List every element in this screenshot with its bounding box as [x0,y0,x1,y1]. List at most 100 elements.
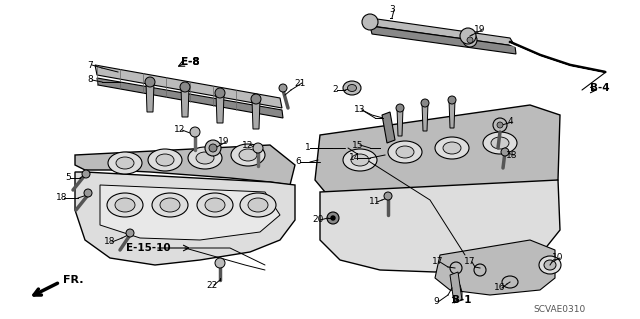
Ellipse shape [351,154,369,166]
Text: 4: 4 [507,117,513,127]
Circle shape [145,77,155,87]
Polygon shape [181,87,189,117]
Polygon shape [146,82,154,112]
Circle shape [253,143,263,153]
Circle shape [474,264,486,276]
Text: 18: 18 [506,151,518,160]
Ellipse shape [348,85,356,92]
Polygon shape [252,99,260,129]
Circle shape [450,262,462,274]
Polygon shape [370,18,515,46]
Text: 1: 1 [305,144,311,152]
Text: 9: 9 [433,298,439,307]
Circle shape [215,258,225,268]
Text: B-1: B-1 [452,295,472,305]
Circle shape [251,94,261,104]
Polygon shape [95,65,282,108]
Circle shape [209,144,217,152]
Circle shape [205,140,221,156]
Text: 13: 13 [355,106,365,115]
Circle shape [493,118,507,132]
Text: 19: 19 [218,137,230,146]
Text: E-8: E-8 [180,57,199,67]
Text: 8: 8 [87,76,93,85]
Text: 21: 21 [294,78,306,87]
Circle shape [190,127,200,137]
Text: 17: 17 [464,257,476,266]
Text: 3: 3 [389,5,395,14]
Polygon shape [435,240,555,295]
Circle shape [460,28,476,44]
Ellipse shape [239,149,257,161]
Circle shape [82,170,90,178]
Text: 15: 15 [352,140,364,150]
Ellipse shape [343,149,377,171]
Ellipse shape [108,152,142,174]
Circle shape [362,14,378,30]
Text: 20: 20 [312,216,324,225]
Ellipse shape [152,193,188,217]
Text: 12: 12 [174,125,186,135]
Polygon shape [315,105,560,200]
Polygon shape [397,108,403,136]
Text: B-4: B-4 [590,83,610,93]
Circle shape [331,216,335,220]
Circle shape [180,82,190,92]
Ellipse shape [443,142,461,154]
Text: 12: 12 [243,140,253,150]
Ellipse shape [196,152,214,164]
Circle shape [327,212,339,224]
Circle shape [467,37,473,43]
Polygon shape [97,78,283,118]
Ellipse shape [539,256,561,274]
Ellipse shape [483,132,517,154]
Ellipse shape [491,137,509,149]
Ellipse shape [240,193,276,217]
Polygon shape [75,172,295,265]
Ellipse shape [156,154,174,166]
Text: 6: 6 [295,158,301,167]
Polygon shape [449,100,455,128]
Ellipse shape [115,198,135,212]
Ellipse shape [388,141,422,163]
Text: 11: 11 [369,197,381,206]
Text: 16: 16 [494,284,506,293]
Circle shape [215,88,225,98]
Ellipse shape [502,276,518,288]
Text: 7: 7 [87,61,93,70]
Circle shape [396,104,404,112]
Ellipse shape [107,193,143,217]
Ellipse shape [205,198,225,212]
Polygon shape [370,26,516,54]
Circle shape [501,148,509,156]
Ellipse shape [396,146,414,158]
Text: 14: 14 [349,153,361,162]
Text: FR.: FR. [63,275,83,285]
Text: 22: 22 [206,280,218,290]
Polygon shape [320,180,560,272]
Ellipse shape [248,198,268,212]
Text: E-8: E-8 [180,57,199,67]
Text: E-15-10: E-15-10 [125,243,170,253]
Circle shape [421,99,429,107]
Ellipse shape [544,260,556,270]
Ellipse shape [435,137,469,159]
Circle shape [126,229,134,237]
Ellipse shape [343,81,361,95]
Polygon shape [382,112,395,143]
Circle shape [463,33,477,47]
Circle shape [448,96,456,104]
Polygon shape [422,103,428,131]
Text: SCVAE0310: SCVAE0310 [534,306,586,315]
Ellipse shape [188,147,222,169]
Ellipse shape [231,144,265,166]
Circle shape [384,192,392,200]
Ellipse shape [148,149,182,171]
Ellipse shape [160,198,180,212]
Text: 18: 18 [104,238,116,247]
Text: 10: 10 [552,254,564,263]
Text: 17: 17 [432,257,444,266]
Text: 19: 19 [474,26,486,34]
Circle shape [84,189,92,197]
Polygon shape [75,145,295,185]
